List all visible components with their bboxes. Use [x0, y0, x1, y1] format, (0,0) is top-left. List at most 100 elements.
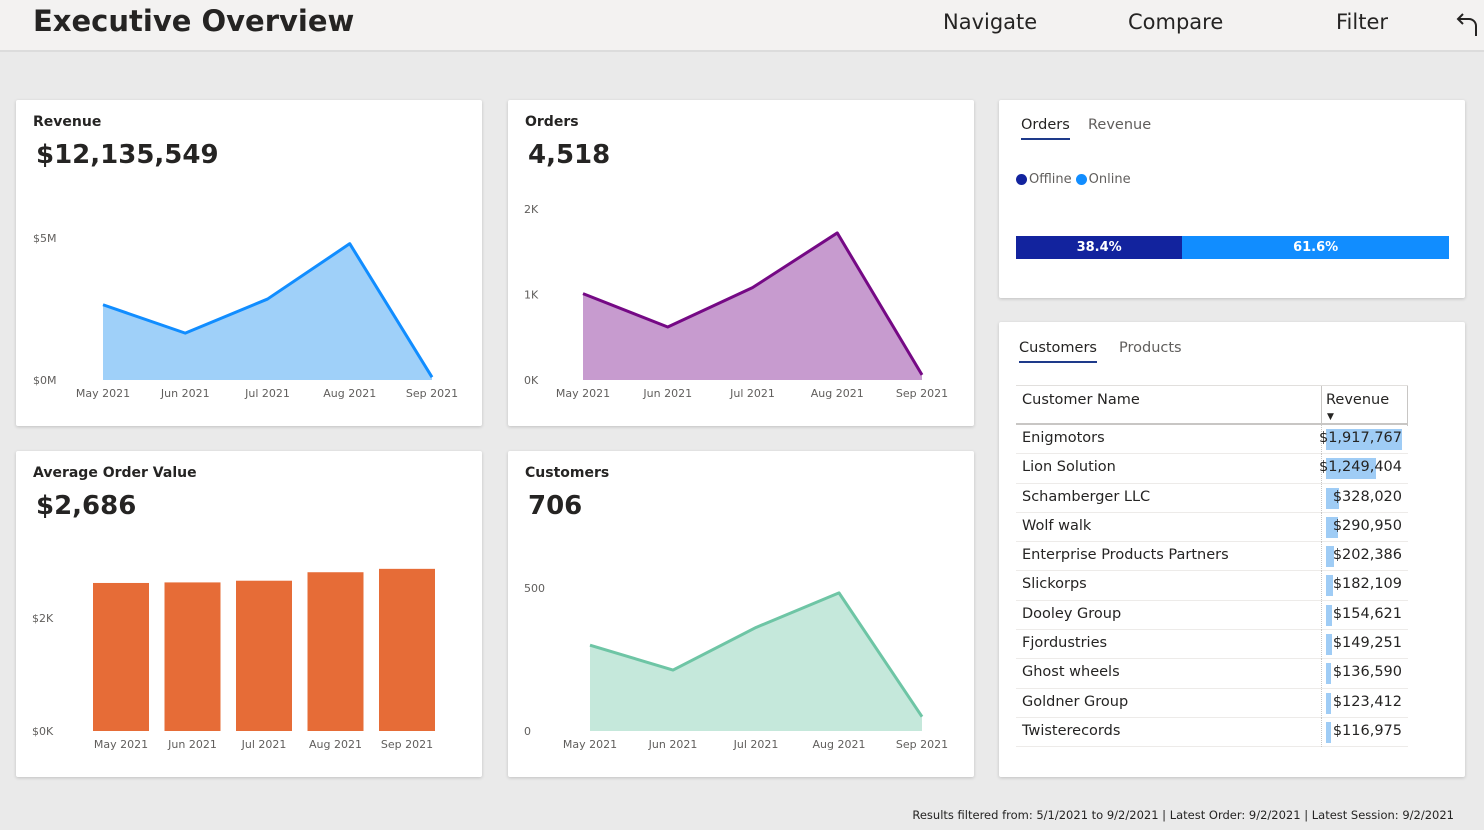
customer-name-cell: Slickorps [1022, 576, 1087, 593]
filter-status-footer: Results filtered from: 5/1/2021 to 9/2/2… [912, 808, 1454, 822]
customers-value: 706 [528, 491, 583, 521]
x-tick-label: Jun 2021 [160, 387, 210, 400]
series-area [583, 232, 922, 380]
x-tick-label: Jun 2021 [642, 387, 692, 400]
aov-card: Average Order Value $2,686 $2K $0K May 202… [16, 451, 482, 777]
undo-icon[interactable] [1455, 10, 1481, 36]
series-area [103, 243, 432, 380]
revenue-value: $12,135,549 [36, 140, 219, 170]
revenue-cell: $182,109 [1332, 576, 1402, 593]
table-row[interactable]: Ghost wheels $136,590 [1016, 659, 1408, 689]
channel-tabs: Orders Revenue [1021, 117, 1441, 145]
table-row[interactable]: Enterprise Products Partners $202,386 [1016, 542, 1408, 572]
x-tick-label: Jul 2021 [729, 387, 775, 400]
offline-dot-icon [1016, 174, 1027, 185]
revenue-data-bar [1326, 634, 1332, 656]
offline-segment[interactable]: 38.4% [1016, 236, 1183, 259]
legend-offline[interactable]: Offline [1016, 172, 1072, 187]
x-tick-label: Aug 2021 [811, 387, 864, 400]
channel-stacked-bar: 38.4% 61.6% [1016, 236, 1449, 259]
table-row[interactable]: Goldner Group $123,412 [1016, 688, 1408, 718]
customer-name-cell: Dooley Group [1022, 605, 1122, 622]
revenue-data-bar [1326, 604, 1333, 626]
revenue-cell: $116,975 [1332, 722, 1402, 739]
x-tick-label: Jul 2021 [244, 387, 290, 400]
y-tick-label: $0M [33, 374, 57, 387]
y-tick-label: $2K [32, 612, 54, 625]
revenue-data-bar [1326, 487, 1339, 509]
table-tabs: Customers Products [1019, 340, 1439, 368]
revenue-data-bar [1326, 429, 1402, 450]
y-tick-label: $0K [32, 725, 54, 738]
tab-orders[interactable]: Orders [1021, 117, 1070, 140]
revenue-cell: $149,251 [1332, 635, 1402, 652]
table-body: Enigmotors $1,917,767 Lion Solution $1,249,… [1016, 425, 1408, 748]
customers-chart: 500 0 May 2021 Jun 2021 Jul 2021 Aug 2021 Sep … [524, 582, 948, 751]
aov-chart: $2K $0K May 2021 Jun 2021 Jul 2021 Aug 2021 Se… [32, 568, 435, 751]
revenue-data-bar [1326, 692, 1331, 714]
filter-button[interactable]: Filter [1336, 10, 1389, 34]
x-tick-label: May 2021 [76, 387, 130, 400]
tab-revenue[interactable]: Revenue [1088, 117, 1152, 133]
header-customer-name[interactable]: Customer Name [1022, 392, 1140, 408]
revenue-title: Revenue [33, 114, 102, 130]
table-row[interactable]: Lion Solution $1,249,404 [1016, 454, 1408, 484]
orders-chart: 2K 1K 0K May 2021 Jun 2021 Jul 2021 Aug 2021 Se… [524, 203, 948, 400]
customer-table-card: Customers Products Customer Name Revenue… [999, 322, 1465, 777]
aov-bar [236, 580, 292, 731]
revenue-data-bar [1326, 663, 1332, 685]
y-tick-label: 2K [524, 203, 539, 216]
customer-name-cell: Wolf walk [1022, 517, 1092, 534]
x-tick-label: Sep 2021 [406, 387, 458, 400]
customers-card: Customers 706 500 0 May 2021 Jun 2021 Jul 20… [508, 451, 974, 777]
x-tick-label: Sep 2021 [381, 738, 433, 751]
revenue-data-bar [1326, 721, 1331, 743]
aov-bar [307, 572, 364, 731]
legend-online[interactable]: Online [1075, 172, 1131, 187]
table-row[interactable]: Wolf walk $290,950 [1016, 512, 1408, 543]
customer-name-cell: Schamberger LLC [1022, 488, 1151, 505]
legend-offline-label: Offline [1029, 172, 1072, 187]
revenue-cell: $1,917,767 [1318, 430, 1402, 446]
table-row[interactable]: Schamberger LLC $328,020 [1016, 483, 1408, 513]
online-dot-icon [1075, 174, 1087, 185]
revenue-cell: $154,621 [1332, 605, 1402, 622]
table-row[interactable]: Enigmotors $1,917,767 [1016, 425, 1408, 455]
revenue-cell: $1,249,404 [1318, 459, 1402, 476]
online-segment[interactable]: 61.6% [1182, 236, 1449, 259]
x-tick-label: Jun 2021 [167, 738, 217, 751]
aov-bar [379, 568, 435, 731]
revenue-cell: $202,386 [1332, 547, 1402, 564]
page-title: Executive Overview [33, 4, 355, 38]
x-tick-label: Jun 2021 [648, 738, 698, 751]
x-tick-label: Aug 2021 [323, 387, 376, 400]
compare-button[interactable]: Compare [1128, 10, 1224, 34]
channel-legend: Offline Online [1016, 172, 1135, 187]
header-revenue[interactable]: Revenue [1326, 392, 1390, 408]
channel-card: Orders Revenue Offline Online 38.4% 61.6… [999, 100, 1465, 298]
customer-name-cell: Enterprise Products Partners [1022, 547, 1229, 564]
revenue-data-bar [1326, 516, 1338, 538]
x-tick-label: May 2021 [556, 387, 610, 400]
revenue-data-bar [1326, 458, 1376, 480]
sort-desc-icon[interactable]: ▼ [1327, 412, 1334, 422]
table-row[interactable]: Fjordustries $149,251 [1016, 630, 1408, 660]
customer-name-cell: Twisterecords [1022, 722, 1121, 739]
navigate-button[interactable]: Navigate [943, 10, 1038, 34]
y-tick-label: 1K [524, 289, 539, 302]
tab-products[interactable]: Products [1119, 340, 1182, 356]
table-row[interactable]: Twisterecords $116,975 [1016, 717, 1408, 748]
customers-title: Customers [525, 465, 610, 481]
y-tick-label: 0K [524, 374, 539, 387]
y-tick-label: $5M [33, 232, 57, 245]
table-header: Customer Name Revenue ▼ [1016, 385, 1408, 426]
table-row[interactable]: Slickorps $182,109 [1016, 571, 1408, 601]
table-row[interactable]: Dooley Group $154,621 [1016, 600, 1408, 631]
y-tick-label: 500 [524, 582, 545, 595]
revenue-cell: $290,950 [1332, 517, 1402, 534]
orders-value: 4,518 [528, 140, 611, 170]
x-tick-label: Jul 2021 [241, 738, 287, 751]
orders-title: Orders [525, 114, 579, 130]
revenue-chart: $5M $0M May 2021 Jun 2021 Jul 2021 Aug 2021 Se… [33, 232, 458, 400]
tab-customers[interactable]: Customers [1019, 340, 1097, 363]
